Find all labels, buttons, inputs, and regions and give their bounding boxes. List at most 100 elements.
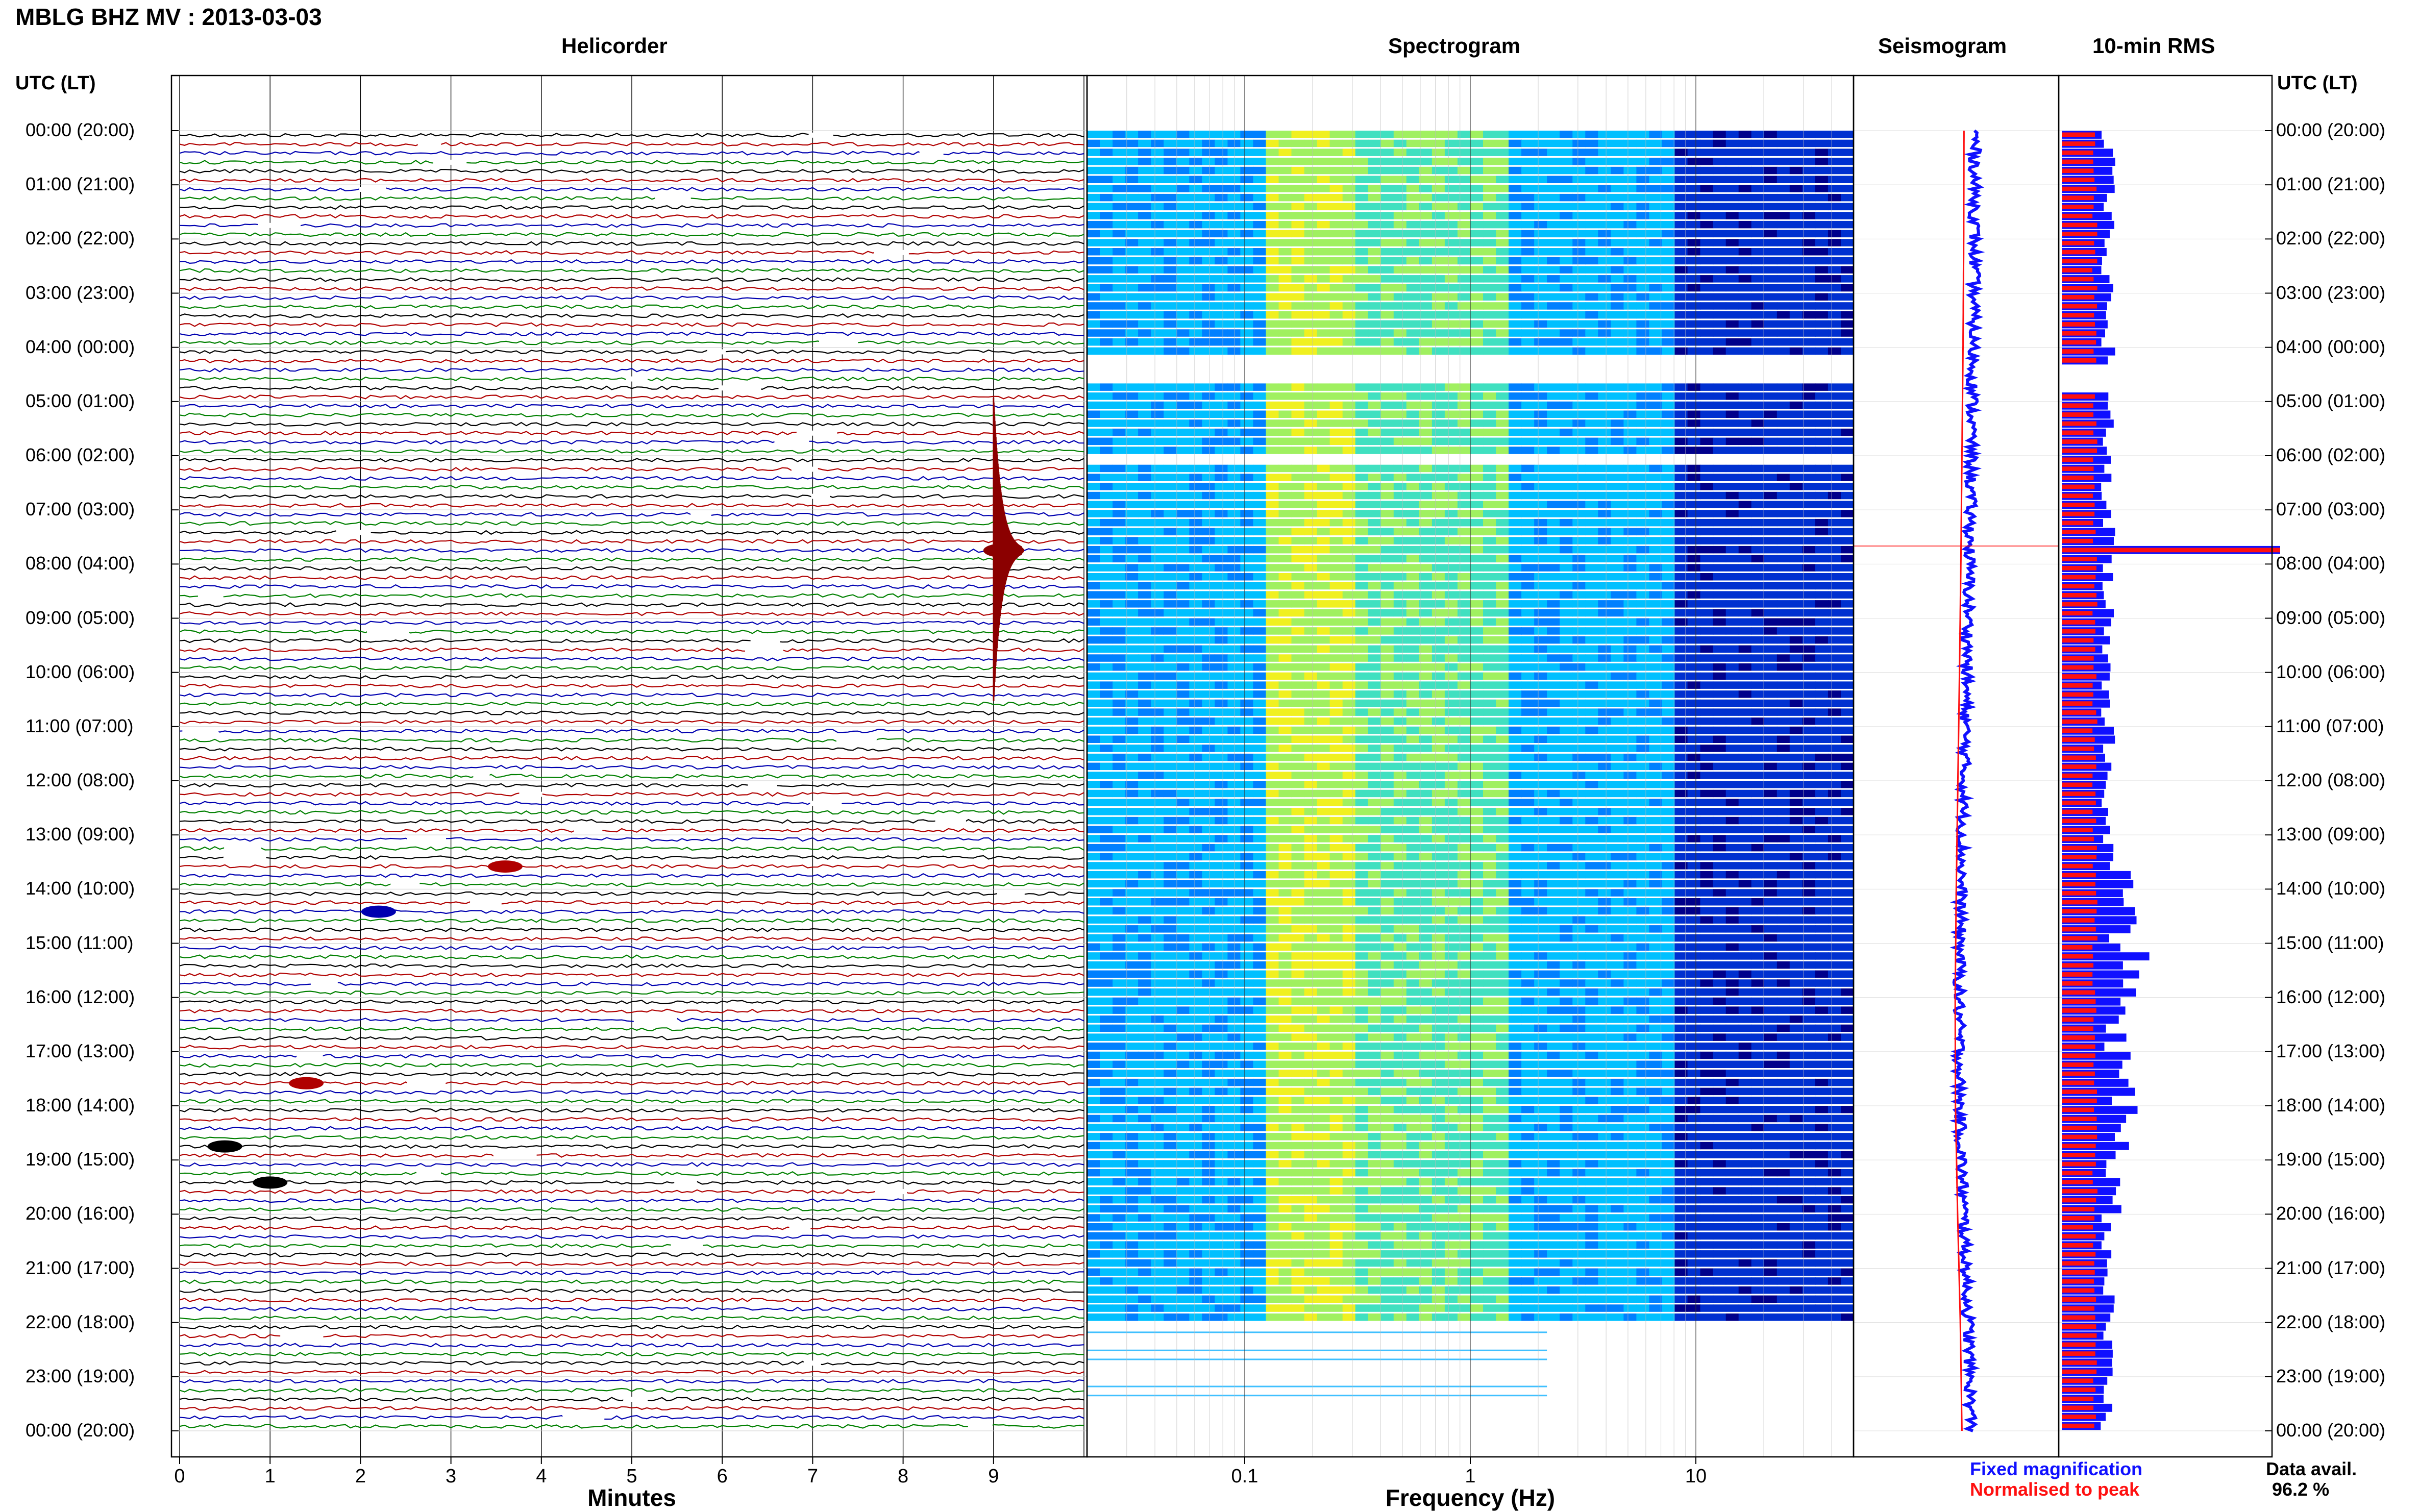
spec-cell: [1342, 816, 1356, 825]
spec-cell: [1253, 618, 1267, 626]
spec-cell: [1738, 862, 1752, 870]
spec-cell: [1253, 510, 1267, 517]
spec-cell: [1151, 185, 1164, 192]
spec-cell: [1764, 645, 1778, 653]
spec-cell: [1815, 401, 1829, 409]
spec-cell: [1674, 501, 1688, 508]
spec-cell: [1802, 293, 1816, 301]
spec-cell: [1725, 546, 1739, 554]
spec-cell: [1164, 392, 1177, 400]
spec-cell: [1764, 447, 1778, 454]
spec-cell: [1687, 257, 1701, 265]
spec-cell: [1776, 518, 1790, 527]
heli-trace: [179, 521, 1084, 526]
spec-cell: [1355, 257, 1369, 265]
spec-cell: [1547, 257, 1560, 265]
spec-cell: [1611, 329, 1624, 337]
spec-cell: [1700, 528, 1714, 536]
spec-cell: [1368, 338, 1381, 346]
spec-cell: [1483, 401, 1496, 409]
spec-cell: [1151, 681, 1164, 689]
spec-cell: [1547, 320, 1560, 328]
spec-cell: [1776, 717, 1790, 725]
spec-cell: [1317, 600, 1330, 608]
spec-cell: [1380, 139, 1394, 147]
spec-cell: [1585, 618, 1599, 626]
spec-cell: [1419, 419, 1433, 427]
spec-cell: [1317, 528, 1330, 536]
spec-cell: [1202, 591, 1216, 599]
spec-cell: [1470, 862, 1484, 870]
spec-cell: [1368, 681, 1381, 689]
spec-cell: [1138, 166, 1151, 175]
spec-cell: [1509, 131, 1522, 138]
heli-trace: [179, 214, 1084, 219]
spec-cell: [1534, 491, 1547, 500]
spec-cell: [1725, 474, 1739, 481]
spec-cell: [1828, 708, 1841, 716]
spec-cell: [1291, 871, 1305, 879]
spec-cell: [1151, 311, 1164, 319]
spec-cell: [1458, 582, 1471, 590]
spec-cell: [1304, 871, 1318, 879]
spec-cell: [1215, 220, 1228, 229]
spec-cell: [1355, 591, 1369, 599]
spec-cell: [1649, 546, 1663, 554]
spec-cell: [1419, 139, 1433, 147]
spec-cell: [1419, 835, 1433, 842]
spec-cell: [1815, 681, 1829, 689]
spec-cell: [1611, 772, 1624, 779]
spec-cell: [1815, 844, 1829, 852]
heli-trace: [179, 837, 1084, 842]
spec-cell: [1789, 518, 1803, 527]
spec-cell: [1304, 708, 1318, 716]
spec-cell: [1087, 546, 1100, 554]
spec-cell: [1802, 781, 1816, 788]
spec-cell: [1100, 510, 1113, 517]
spec-cell: [1406, 789, 1420, 798]
heli-gap: [810, 801, 842, 806]
spec-cell: [1841, 528, 1854, 536]
spec-cell: [1368, 148, 1381, 156]
spec-cell: [1393, 248, 1407, 256]
spec-cell: [1419, 212, 1433, 219]
spec-cell: [1444, 257, 1458, 265]
spec-cell: [1431, 726, 1445, 734]
spec-cell: [1751, 591, 1765, 599]
heli-trace: [179, 431, 1084, 436]
spec-cell: [1189, 410, 1203, 418]
spec-cell: [1623, 193, 1637, 202]
spec-cell: [1431, 501, 1445, 508]
spec-cell: [1176, 447, 1190, 454]
spec-cell: [1138, 230, 1151, 238]
spec-cell: [1458, 131, 1471, 138]
spec-cell: [1662, 573, 1675, 581]
spec-cell: [1164, 483, 1177, 490]
heli-trace: [179, 141, 1084, 147]
spec-cell: [1125, 880, 1139, 888]
spec-cell: [1304, 835, 1318, 842]
spec-cell: [1725, 871, 1739, 879]
spec-cell: [1738, 636, 1752, 644]
spec-cell: [1738, 392, 1752, 400]
spec-cell: [1700, 185, 1714, 192]
spec-cell: [1291, 464, 1305, 473]
spec-cell: [1100, 491, 1113, 500]
spec-cell: [1687, 139, 1701, 147]
spec-cell: [1828, 510, 1841, 517]
heli-trace: [179, 999, 1084, 1005]
spec-cell: [1649, 230, 1663, 238]
spec-cell: [1700, 248, 1714, 256]
spec-cell: [1509, 212, 1522, 219]
spec-cell: [1496, 735, 1509, 743]
spec-cell: [1534, 681, 1547, 689]
heli-gap: [574, 828, 603, 833]
spec-cell: [1138, 871, 1151, 879]
spec-cell: [1483, 546, 1496, 554]
spec-cell: [1215, 636, 1228, 644]
spec-cell: [1649, 871, 1663, 879]
spec-cell: [1266, 844, 1279, 852]
spec-cell: [1509, 835, 1522, 842]
spec-cell: [1202, 139, 1216, 147]
spec-cell: [1815, 546, 1829, 554]
